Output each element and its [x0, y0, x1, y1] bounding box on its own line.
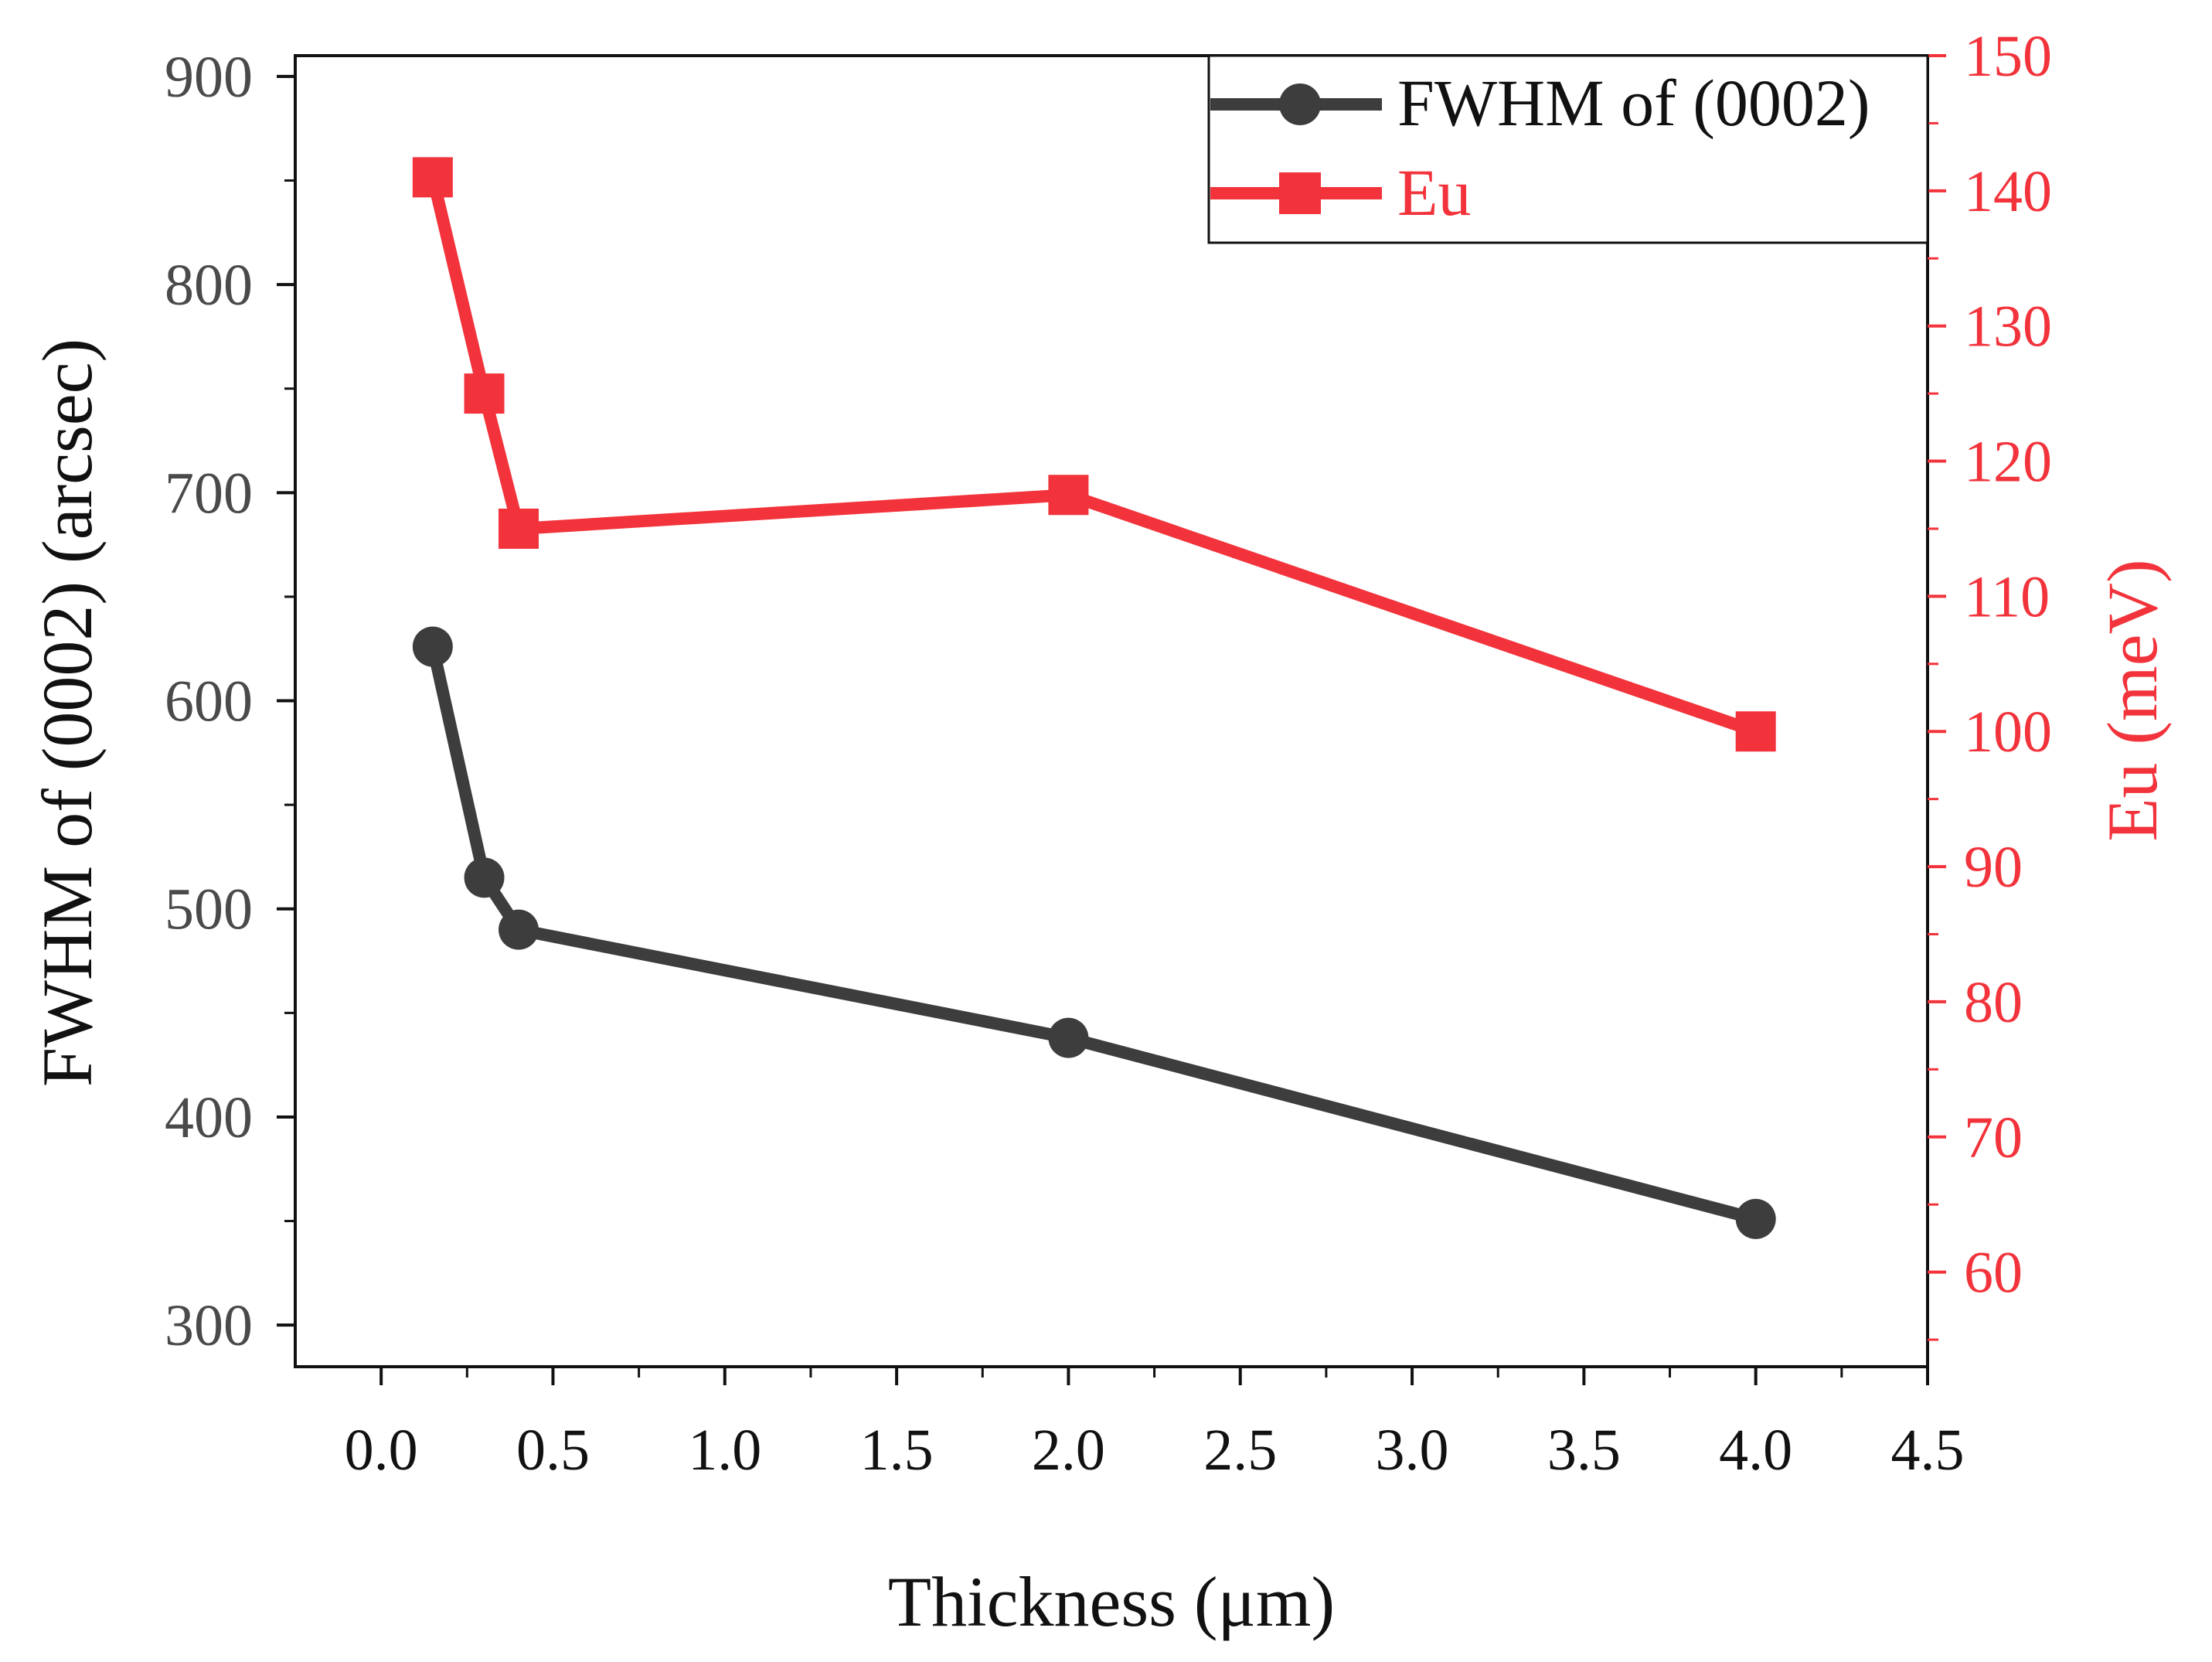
- y-right-tick-label-2: 80: [1964, 970, 2023, 1035]
- fwhm-point-4: [1735, 1198, 1776, 1239]
- eu-point-2: [499, 508, 539, 549]
- x-tick-label-1: 0.5: [516, 1418, 590, 1483]
- y-left-axis-title: FWHM of (0002) (arcsec): [28, 339, 107, 1087]
- y-right-tick-label-1: 70: [1964, 1105, 2023, 1170]
- legend: FWHM of (0002) Eu: [1207, 54, 1929, 244]
- x-axis-ticks: 0.0 0.5 1.0 1.5 2.0 2.5 3.0 3.5 4.0 4.5: [345, 1367, 1965, 1483]
- x-axis-title: Thickness (μm): [888, 1562, 1335, 1641]
- y-left-tick-label-3: 600: [165, 669, 253, 734]
- y-right-tick-label-6: 120: [1964, 430, 2052, 495]
- plot-frame: [294, 54, 1929, 1368]
- eu-point-0: [412, 157, 453, 198]
- fwhm-point-0: [412, 626, 453, 667]
- y-left-tick-label-6: 900: [165, 45, 253, 110]
- x-tick-label-9: 4.5: [1891, 1418, 1965, 1483]
- y-left-tick-label-1: 400: [165, 1085, 253, 1150]
- y-right-tick-label-5: 110: [1964, 564, 2050, 629]
- y-left-tick-label-2: 500: [165, 877, 253, 942]
- legend-marker-fwhm: [1279, 83, 1321, 125]
- x-tick-label-3: 1.5: [860, 1418, 934, 1483]
- legend-label-fwhm: FWHM of (0002): [1397, 66, 1870, 140]
- y-right-axis-ticks: 60 70 80 90 100 110 120 130 140 150: [1928, 24, 2052, 1341]
- y-right-tick-label-8: 140: [1964, 159, 2052, 224]
- x-tick-label-2: 1.0: [688, 1418, 761, 1483]
- x-tick-label-4: 2.0: [1032, 1418, 1105, 1483]
- y-right-axis-title: Eu (meV): [2093, 559, 2172, 841]
- legend-label-eu: Eu: [1397, 155, 1472, 230]
- y-right-tick-label-0: 60: [1964, 1241, 2023, 1306]
- fwhm-point-3: [1048, 1017, 1089, 1058]
- x-tick-label-7: 3.5: [1547, 1418, 1621, 1483]
- fwhm-point-2: [499, 909, 539, 950]
- y-left-tick-label-5: 800: [165, 253, 253, 318]
- x-tick-label-0: 0.0: [345, 1418, 418, 1483]
- eu-point-4: [1735, 711, 1776, 752]
- y-right-tick-label-9: 150: [1964, 24, 2052, 89]
- y-left-tick-label-0: 300: [165, 1293, 253, 1358]
- x-tick-label-5: 2.5: [1203, 1418, 1277, 1483]
- legend-box: [1207, 54, 1929, 244]
- series-line-fwhm: [426, 640, 1762, 1225]
- y-right-tick-label-3: 90: [1964, 835, 2023, 900]
- eu-point-3: [1048, 475, 1089, 516]
- y-left-axis-ticks: 300 400 500 600 700 800 900: [165, 45, 295, 1358]
- eu-point-1: [464, 373, 505, 414]
- legend-marker-eu: [1279, 172, 1321, 214]
- fwhm-point-1: [464, 857, 505, 898]
- y-left-tick-label-4: 700: [165, 461, 253, 526]
- y-right-tick-label-4: 100: [1964, 700, 2052, 765]
- x-tick-label-8: 4.0: [1719, 1418, 1792, 1483]
- x-tick-label-6: 3.0: [1376, 1418, 1449, 1483]
- y-right-tick-label-7: 130: [1964, 295, 2052, 359]
- series-line-eu: [426, 171, 1762, 738]
- series-layer: [412, 157, 1776, 1239]
